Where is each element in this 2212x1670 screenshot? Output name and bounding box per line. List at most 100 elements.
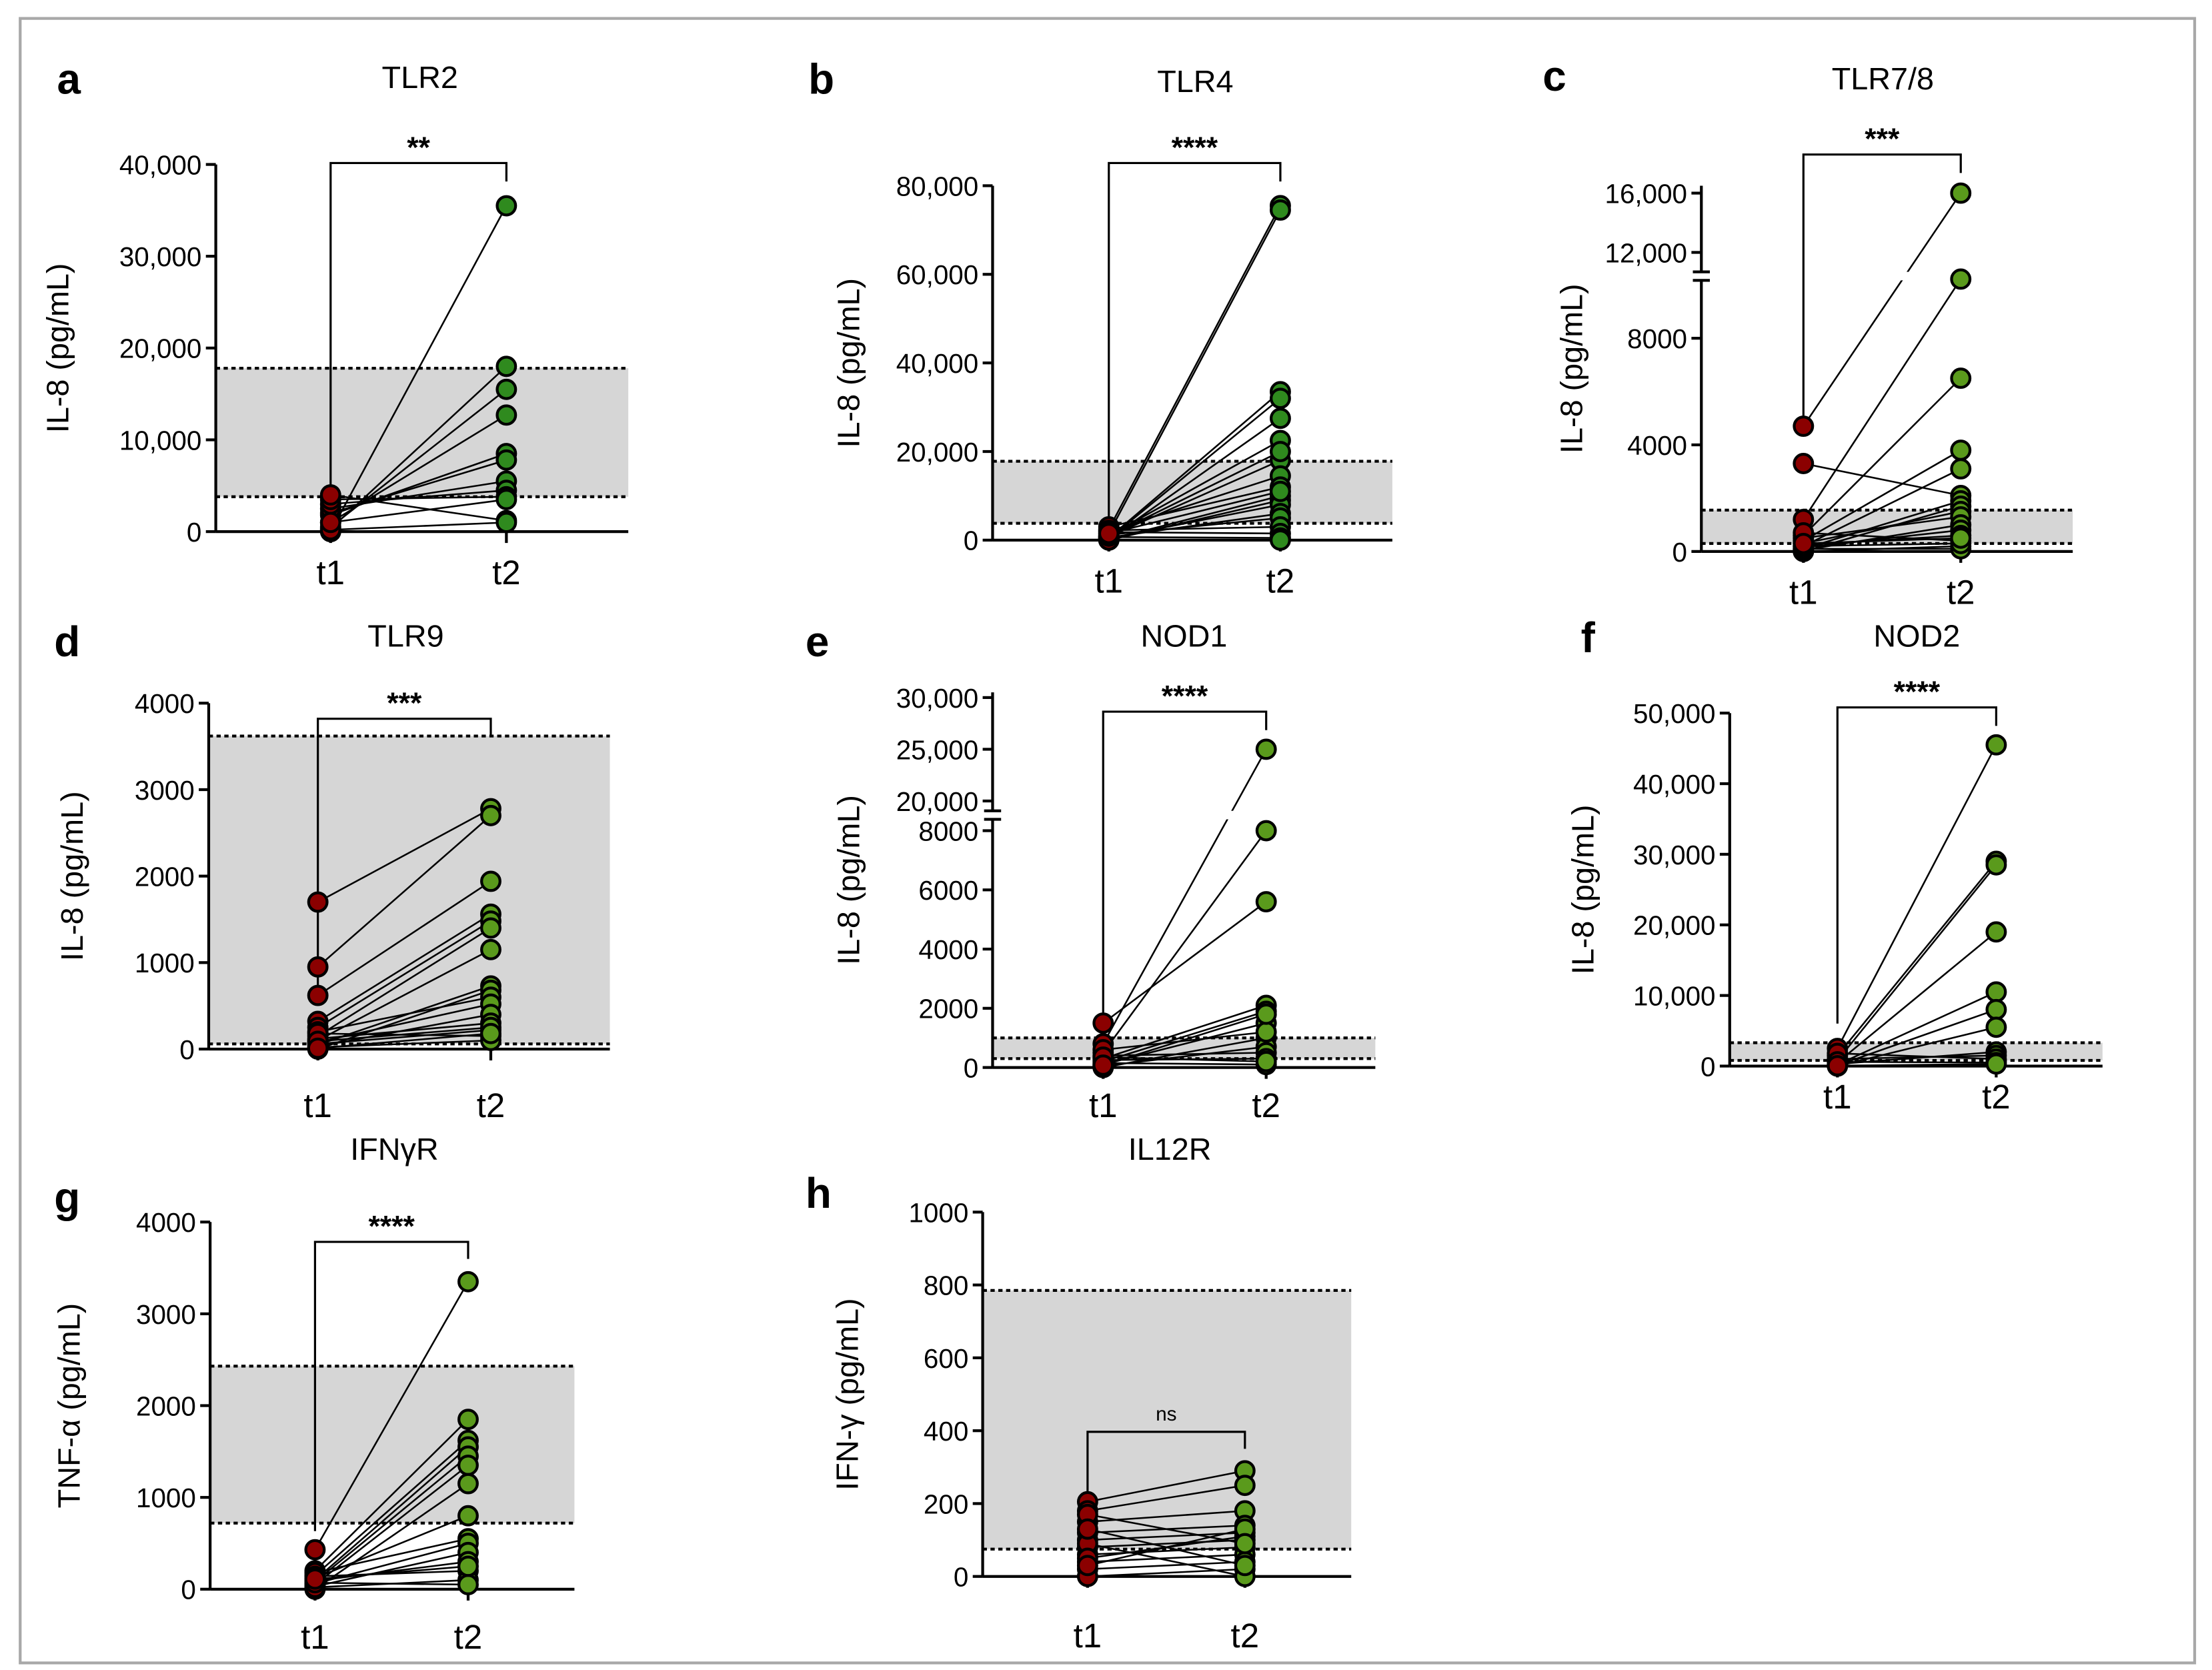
t2-data-point xyxy=(1234,1475,1256,1497)
paired-line xyxy=(1103,1052,1266,1057)
t1-data-point xyxy=(307,1037,329,1059)
paired-line xyxy=(1803,192,1962,427)
t2-data-point xyxy=(457,1455,479,1476)
paired-line xyxy=(1087,1484,1246,1512)
t1-data-point xyxy=(1793,532,1815,554)
t2-data-point xyxy=(495,378,517,400)
y-tick-label: 8000 xyxy=(1627,323,1687,354)
paired-line xyxy=(1837,1054,1997,1060)
x-tick-label: t1 xyxy=(1789,574,1818,612)
paired-line xyxy=(317,1029,491,1045)
t2-data-point xyxy=(495,512,517,534)
paired-line xyxy=(1087,1513,1246,1545)
significance-label: ** xyxy=(407,131,430,164)
paired-line xyxy=(317,1032,491,1049)
y-tick-label: 25,000 xyxy=(896,734,979,765)
axis-break-gap xyxy=(1703,271,2075,281)
t2-data-point xyxy=(480,870,501,892)
paired-line xyxy=(1103,1062,1266,1066)
paired-line xyxy=(1087,1470,1246,1503)
t2-data-point xyxy=(480,917,501,939)
t2-data-point xyxy=(1255,891,1277,912)
y-tick-label: 200 xyxy=(924,1489,968,1519)
panel-f: 0 10,000 20,000 30,000 40,000 50,000 t1 t2 **** N… xyxy=(1566,614,2103,1116)
t2-data-point xyxy=(1950,367,1972,389)
x-tick-label: t2 xyxy=(1231,1617,1260,1655)
y-tick-label: 1000 xyxy=(908,1197,968,1228)
t1-data-point xyxy=(1827,1055,1849,1076)
t1-data-point xyxy=(1092,1054,1114,1076)
t2-data-point xyxy=(495,355,517,377)
y-axis-label: IL-8 (pg/mL) xyxy=(832,795,866,965)
paired-line xyxy=(1087,1543,1246,1577)
t1-data-point xyxy=(307,984,329,1006)
paired-line xyxy=(1837,860,1997,1056)
panel-b: 0 20,000 40,000 60,000 80,000 t1 t2 **** TLR4 b IL… xyxy=(808,55,1392,600)
paired-line xyxy=(1108,531,1280,535)
paired-line xyxy=(1102,1010,1267,1062)
y-tick-label: 30,000 xyxy=(1633,840,1715,870)
paired-line xyxy=(317,927,491,1037)
t2-data-point xyxy=(1985,734,2007,756)
panel-title: IFNγR xyxy=(350,1132,438,1166)
panel-letter: a xyxy=(57,55,81,103)
y-tick-label: 20,000 xyxy=(1633,910,1715,941)
y-tick-label: 40,000 xyxy=(896,348,979,379)
paired-line xyxy=(315,1581,468,1586)
y-tick-label: 16,000 xyxy=(1605,178,1688,209)
t1-data-point xyxy=(304,1568,326,1590)
reference-band xyxy=(208,736,610,1044)
y-tick-label: 6000 xyxy=(918,875,978,906)
panel-letter: d xyxy=(54,618,80,666)
y-tick-label: 400 xyxy=(924,1416,968,1447)
panel-h: 0 200 400 600 800 1000 t1 t2 ns IL12R h IFN-γ (pg/m… xyxy=(806,1132,1352,1655)
t2-data-point xyxy=(1270,480,1291,502)
paired-line xyxy=(1102,1013,1267,1066)
paired-line xyxy=(1108,397,1281,540)
x-tick-label: t2 xyxy=(492,554,521,592)
t2-data-point xyxy=(457,1409,479,1431)
x-tick-label: t2 xyxy=(454,1618,483,1656)
x-tick-label: t1 xyxy=(1823,1078,1852,1116)
panel-letter: f xyxy=(1581,614,1596,662)
t1-data-point xyxy=(304,1539,326,1561)
x-tick-label: t2 xyxy=(1947,574,1975,612)
y-axis-label: IL-8 (pg/mL) xyxy=(55,791,89,961)
paired-line xyxy=(1087,1561,1245,1571)
paired-line xyxy=(314,1455,469,1583)
y-tick-label: 8000 xyxy=(918,816,978,846)
x-tick-label: t1 xyxy=(1089,1086,1118,1124)
y-tick-label: 40,000 xyxy=(1633,769,1715,800)
paired-line xyxy=(330,494,507,522)
panel-title: TLR9 xyxy=(367,618,443,653)
paired-line xyxy=(1108,391,1281,539)
paired-line xyxy=(314,1483,469,1590)
y-tick-label: 30,000 xyxy=(119,241,202,272)
y-axis-label: IFN-γ (pg/mL) xyxy=(830,1298,865,1490)
t2-data-point xyxy=(1950,440,1972,461)
paired-line xyxy=(1108,526,1280,532)
x-tick-label: t1 xyxy=(317,554,345,592)
x-tick-label: t2 xyxy=(477,1086,505,1124)
paired-line xyxy=(330,480,507,510)
paired-line xyxy=(314,1439,469,1577)
y-axis-label: IL-8 (pg/mL) xyxy=(1554,283,1589,454)
paired-line xyxy=(314,1419,469,1572)
panel-title: TLR4 xyxy=(1157,64,1233,99)
y-tick-label: 20,000 xyxy=(896,786,979,817)
t1-data-point xyxy=(307,891,329,913)
t2-data-point xyxy=(1255,1003,1277,1025)
t2-data-point xyxy=(1270,199,1291,221)
t2-data-point xyxy=(1950,268,1972,290)
panel-g: 0 1000 2000 3000 4000 t1 t2 **** IFNγR g TNF-α (pg… xyxy=(52,1132,575,1656)
paired-line xyxy=(1108,209,1282,534)
panel-title: TLR2 xyxy=(382,60,458,95)
paired-line xyxy=(314,1281,469,1551)
paired-line xyxy=(330,489,507,506)
y-tick-label: 1000 xyxy=(136,1483,196,1513)
significance-label: *** xyxy=(387,687,422,720)
panel-d: 0 1000 2000 3000 4000 t1 t2 *** TLR9 d IL-8 (pg/mL… xyxy=(54,618,610,1124)
paired-line xyxy=(315,1537,469,1574)
paired-line xyxy=(1108,512,1281,539)
